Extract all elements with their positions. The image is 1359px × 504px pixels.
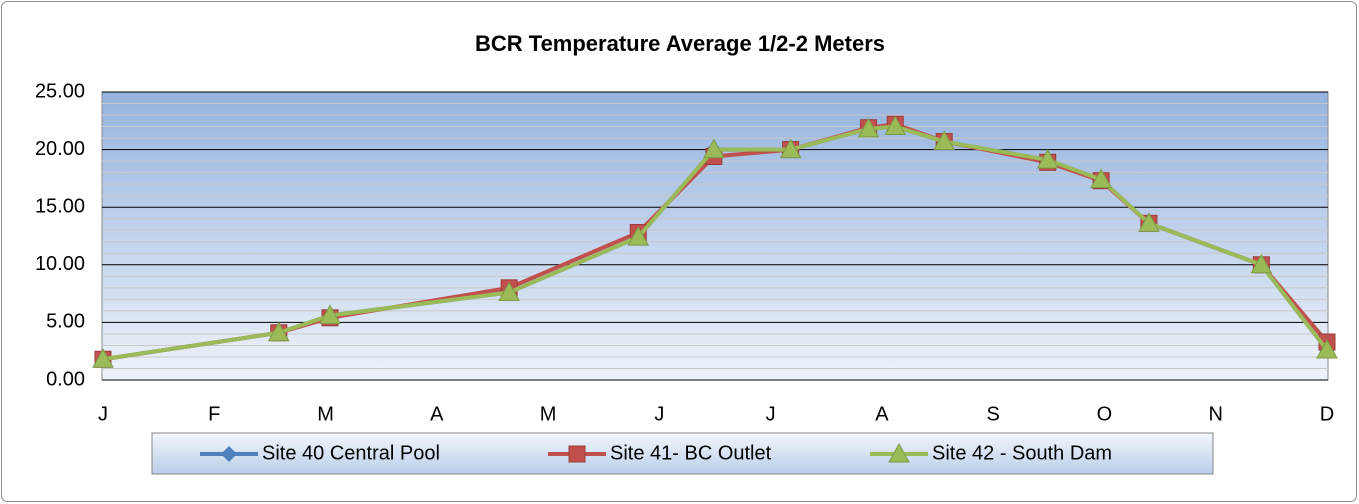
- marker: [703, 138, 725, 159]
- x-tick-label: A: [430, 403, 444, 425]
- marker: [627, 226, 650, 246]
- legend-label: Site 42 - South Dam: [932, 442, 1112, 464]
- marker: [267, 321, 290, 342]
- marker: [568, 445, 586, 463]
- marker: [933, 130, 956, 151]
- marker: [319, 304, 341, 324]
- y-tick-label: 15.00: [35, 195, 85, 217]
- x-tick-label: J: [98, 403, 108, 425]
- x-tick-label: F: [208, 403, 220, 425]
- marker: [1316, 339, 1338, 359]
- x-tick-label: J: [766, 403, 776, 425]
- marker: [888, 442, 910, 463]
- x-tick-label: D: [1320, 403, 1334, 425]
- x-tick-label: N: [1209, 403, 1223, 425]
- x-tick-label: S: [987, 403, 1000, 425]
- legend-label: Site 40 Central Pool: [262, 442, 440, 464]
- marker: [1250, 253, 1273, 274]
- x-tick-label: A: [875, 403, 889, 425]
- y-tick-label: 25.00: [35, 80, 85, 102]
- y-tick-label: 0.00: [46, 368, 85, 390]
- x-tick-label: J: [654, 403, 664, 425]
- legend-label: Site 41- BC Outlet: [610, 442, 772, 464]
- marker: [1090, 168, 1112, 189]
- y-tick-label: 5.00: [46, 311, 85, 333]
- marker: [857, 117, 880, 138]
- marker: [884, 115, 907, 136]
- legend: [151, 432, 1214, 475]
- y-tick-label: 20.00: [35, 138, 85, 160]
- x-tick-label: O: [1097, 403, 1113, 425]
- chart-title: BCR Temperature Average 1/2-2 Meters: [475, 31, 885, 56]
- marker: [1036, 148, 1059, 169]
- marker: [92, 348, 114, 368]
- plot-area: [101, 91, 1329, 381]
- marker: [779, 138, 802, 159]
- y-tick-label: 10.00: [35, 253, 85, 275]
- marker: [221, 446, 237, 462]
- marker: [498, 281, 520, 301]
- x-tick-label: M: [540, 403, 557, 425]
- marker: [1138, 212, 1160, 232]
- x-tick-label: M: [317, 403, 334, 425]
